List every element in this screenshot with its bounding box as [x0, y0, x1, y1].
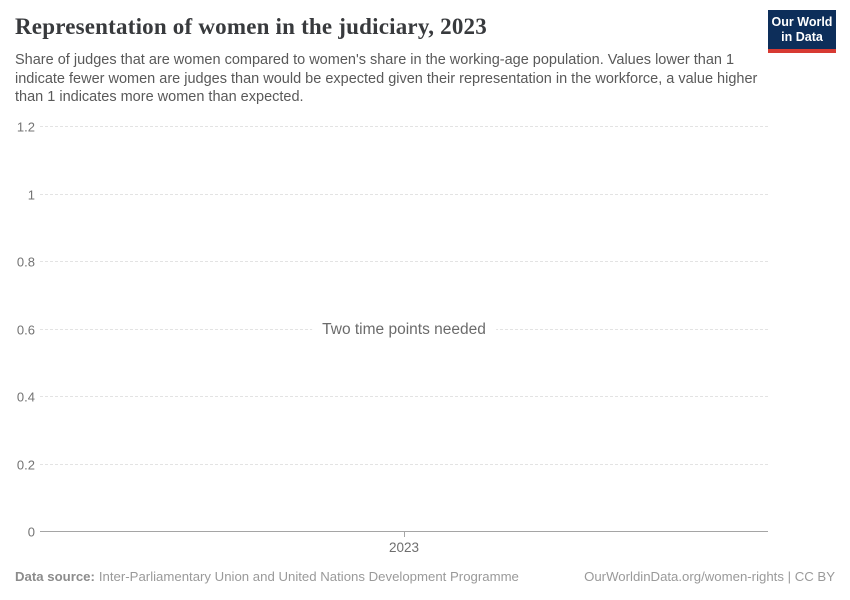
owid-logo: Our World in Data [768, 10, 836, 53]
y-tick-label: 0 [27, 524, 35, 540]
empty-state-message: Two time points needed [312, 318, 496, 341]
x-tick-mark [404, 532, 405, 537]
y-tick-label: 0.4 [16, 389, 35, 405]
gridline [40, 463, 768, 465]
data-source-label: Data source: [15, 569, 95, 584]
gridline [40, 126, 768, 127]
chart-subtitle: Share of judges that are women compared … [15, 52, 758, 105]
attribution-link[interactable]: OurWorldinData.org/women-rights | CC BY [584, 569, 835, 584]
owid-logo-line1: Our World [771, 14, 833, 29]
y-tick-label: 0.2 [16, 457, 35, 473]
owid-logo-line2: in Data [781, 29, 823, 44]
gridline [40, 396, 768, 398]
y-tick-label: 1.2 [16, 119, 35, 135]
y-axis: 0 0.2 0.4 0.6 0.8 1 1.2 [0, 120, 35, 540]
x-axis-line [40, 531, 768, 532]
y-tick-label: 1 [27, 187, 35, 202]
y-tick-label: 0.8 [16, 254, 35, 270]
gridline [40, 261, 768, 263]
data-source: Data source: Inter-Parliamentary Union an… [15, 569, 519, 584]
x-tick-label: 2023 [388, 540, 420, 555]
y-tick-label: 0.6 [16, 322, 35, 337]
plot-area: Two time points needed 2023 [40, 126, 768, 555]
data-source-value: Inter-Parliamentary Union and United Nat… [98, 569, 519, 584]
chart-footer: Data source: Inter-Parliamentary Union an… [15, 569, 835, 584]
gridline [40, 193, 768, 195]
chart-title: Representation of women in the judiciary… [15, 14, 487, 39]
